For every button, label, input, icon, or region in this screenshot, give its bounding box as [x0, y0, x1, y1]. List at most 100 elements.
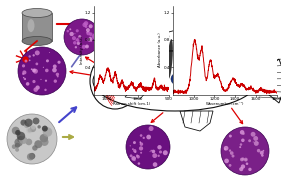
Circle shape — [114, 74, 124, 84]
Circle shape — [254, 141, 259, 146]
Circle shape — [248, 139, 251, 142]
Circle shape — [149, 126, 154, 131]
Circle shape — [224, 146, 228, 151]
Circle shape — [14, 138, 23, 147]
Circle shape — [149, 151, 151, 152]
Circle shape — [15, 130, 21, 135]
Circle shape — [31, 125, 36, 130]
Circle shape — [251, 132, 255, 137]
Ellipse shape — [135, 85, 147, 92]
Circle shape — [26, 127, 33, 133]
Circle shape — [240, 158, 244, 161]
Circle shape — [12, 144, 17, 149]
Circle shape — [45, 69, 49, 72]
Circle shape — [92, 34, 96, 39]
Circle shape — [28, 55, 31, 58]
Circle shape — [239, 167, 243, 171]
Circle shape — [43, 67, 44, 68]
Circle shape — [260, 151, 264, 155]
Circle shape — [224, 159, 229, 163]
Circle shape — [140, 142, 143, 146]
Circle shape — [33, 54, 35, 57]
Circle shape — [221, 127, 269, 175]
Circle shape — [33, 87, 38, 92]
Circle shape — [93, 33, 96, 36]
Circle shape — [229, 149, 231, 152]
Ellipse shape — [171, 68, 219, 90]
Circle shape — [139, 146, 143, 151]
Circle shape — [30, 126, 36, 132]
Circle shape — [35, 63, 38, 65]
Circle shape — [73, 41, 76, 45]
Circle shape — [24, 60, 28, 62]
Circle shape — [7, 114, 57, 164]
Circle shape — [248, 168, 251, 171]
Circle shape — [126, 125, 170, 169]
Circle shape — [257, 142, 258, 143]
Circle shape — [72, 36, 76, 40]
Circle shape — [89, 32, 92, 36]
Ellipse shape — [234, 56, 240, 80]
Circle shape — [82, 22, 87, 27]
Circle shape — [57, 61, 61, 64]
Circle shape — [140, 152, 142, 154]
Circle shape — [29, 153, 35, 159]
Circle shape — [40, 138, 49, 146]
Circle shape — [229, 135, 232, 138]
Ellipse shape — [22, 9, 52, 18]
Circle shape — [45, 80, 47, 82]
Circle shape — [40, 134, 48, 142]
Circle shape — [32, 145, 38, 151]
Circle shape — [241, 164, 245, 169]
Circle shape — [89, 36, 91, 39]
Circle shape — [44, 138, 48, 142]
Polygon shape — [252, 59, 281, 103]
Polygon shape — [180, 111, 213, 131]
X-axis label: Wavenumber(cm⁻¹): Wavenumber(cm⁻¹) — [205, 102, 244, 106]
Circle shape — [88, 37, 92, 42]
Polygon shape — [125, 86, 147, 99]
Circle shape — [138, 162, 140, 165]
Circle shape — [33, 69, 36, 72]
Ellipse shape — [207, 43, 213, 79]
Circle shape — [24, 119, 33, 127]
Circle shape — [40, 79, 42, 80]
Circle shape — [44, 89, 47, 91]
Circle shape — [229, 164, 232, 167]
Circle shape — [69, 32, 74, 36]
Circle shape — [157, 145, 162, 149]
Ellipse shape — [227, 51, 233, 79]
Circle shape — [23, 77, 24, 78]
X-axis label: Raman shift (cm-1): Raman shift (cm-1) — [113, 102, 150, 106]
Circle shape — [21, 137, 28, 144]
Circle shape — [22, 70, 26, 74]
Circle shape — [151, 150, 155, 153]
Circle shape — [133, 149, 137, 153]
Circle shape — [146, 135, 151, 139]
Circle shape — [77, 40, 80, 42]
Circle shape — [52, 68, 57, 72]
Circle shape — [157, 155, 160, 157]
Circle shape — [140, 134, 142, 137]
Circle shape — [46, 59, 49, 62]
Y-axis label: Intensity (a.u.): Intensity (a.u.) — [80, 36, 84, 64]
Circle shape — [26, 82, 30, 86]
Circle shape — [17, 136, 23, 143]
Circle shape — [136, 154, 139, 157]
Circle shape — [21, 119, 27, 126]
Circle shape — [15, 143, 20, 148]
Circle shape — [111, 71, 127, 87]
Circle shape — [150, 150, 152, 151]
Circle shape — [94, 43, 96, 44]
Circle shape — [12, 127, 20, 135]
Circle shape — [262, 150, 264, 152]
Ellipse shape — [116, 70, 130, 80]
Circle shape — [140, 142, 141, 143]
Circle shape — [142, 137, 145, 139]
Circle shape — [75, 46, 77, 48]
Circle shape — [85, 25, 87, 28]
Circle shape — [84, 21, 88, 26]
Y-axis label: Absorbance (a.u.): Absorbance (a.u.) — [158, 33, 162, 67]
Circle shape — [240, 130, 244, 135]
Ellipse shape — [93, 51, 257, 111]
